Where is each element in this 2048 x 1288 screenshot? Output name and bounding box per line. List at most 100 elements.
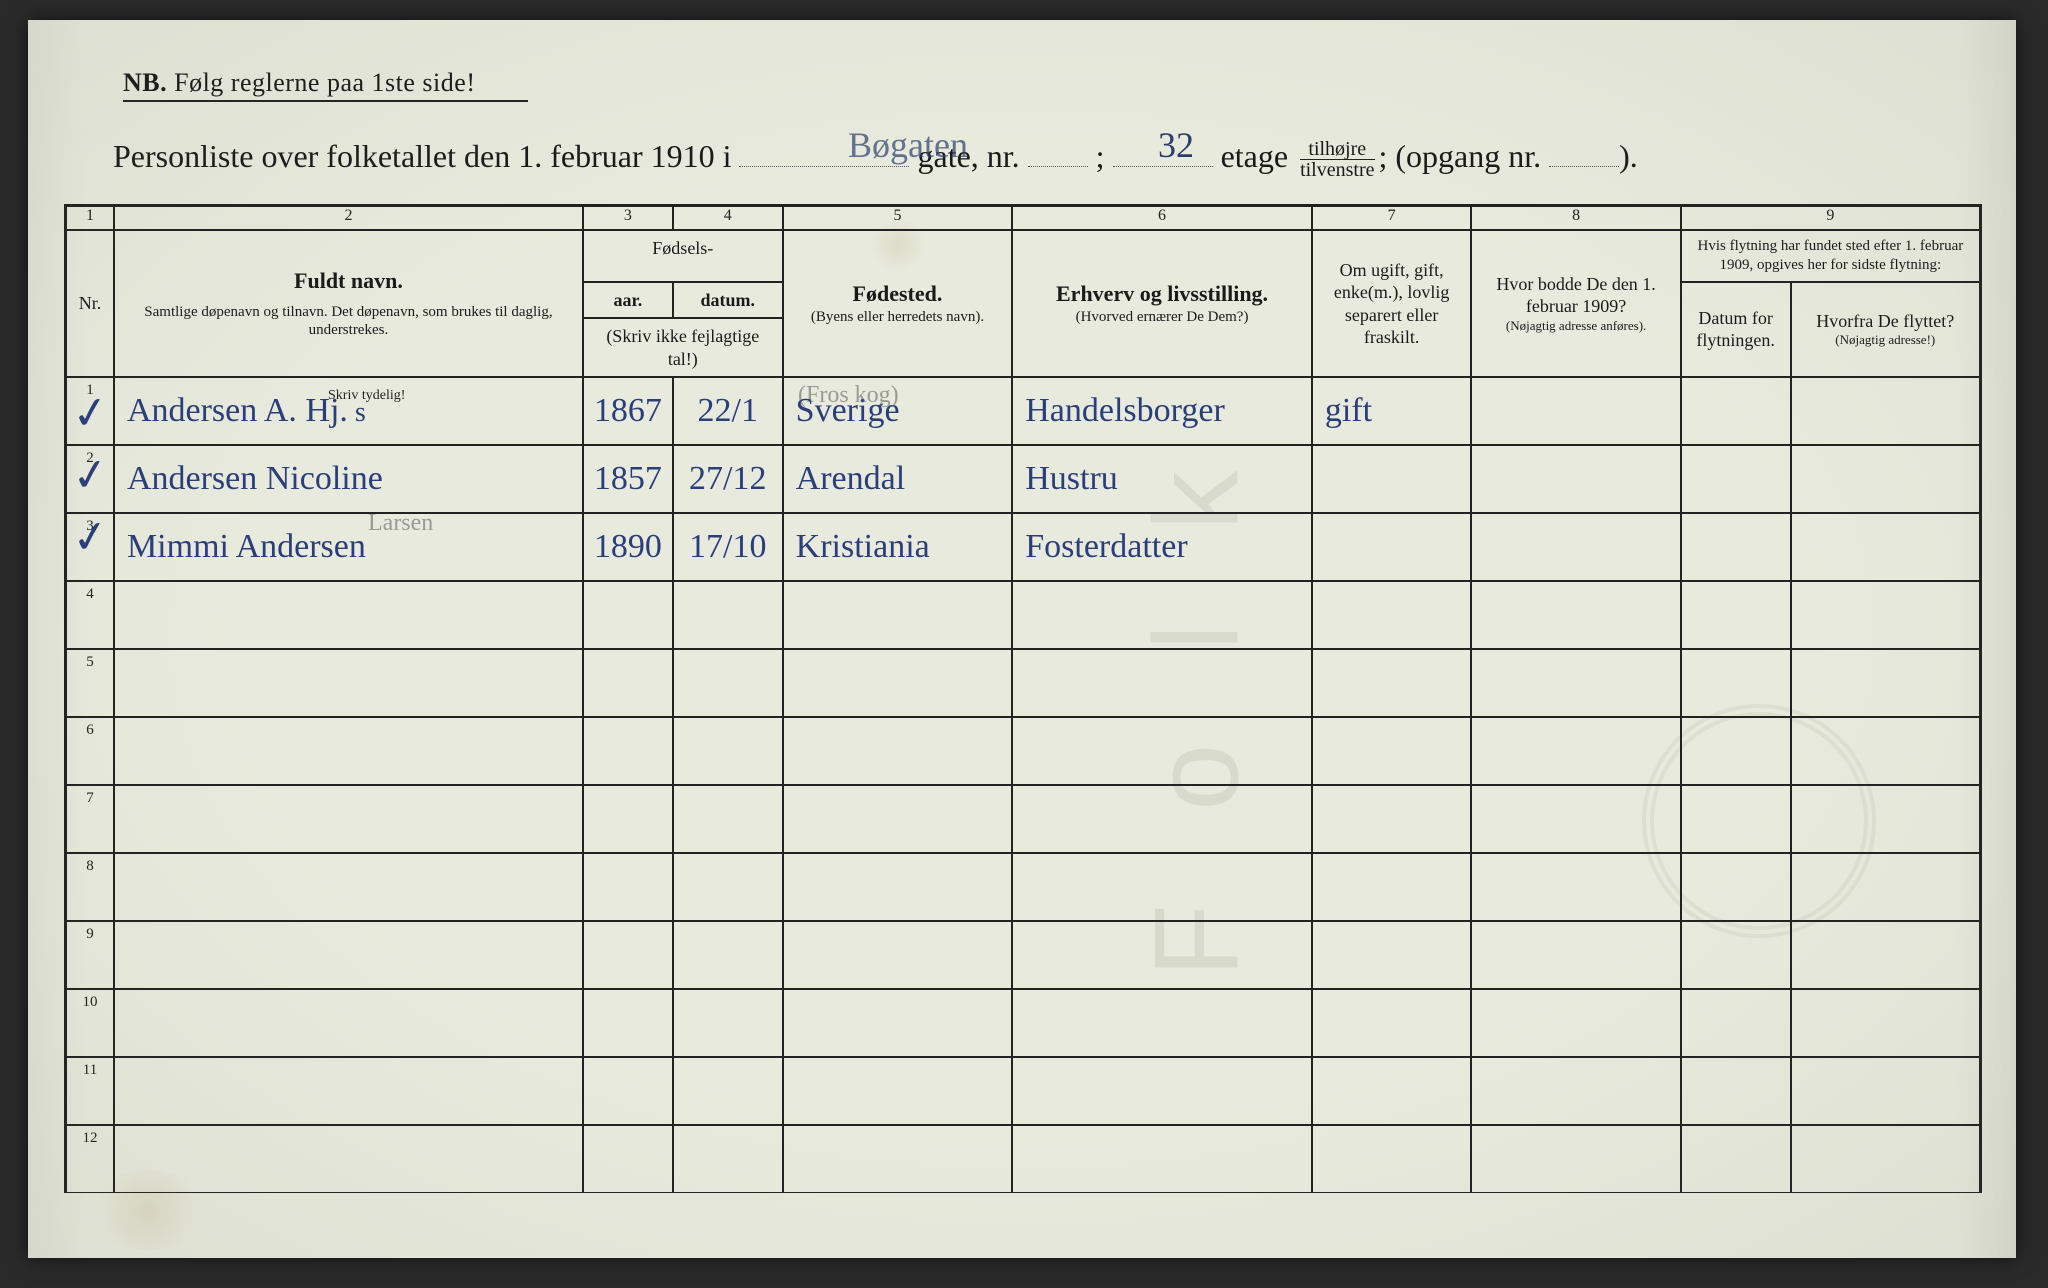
cell-empty (1471, 1057, 1680, 1125)
cell-empty (1681, 785, 1791, 853)
colnum: 7 (1312, 206, 1472, 230)
cell-empty (1681, 989, 1791, 1057)
cell-1909 (1471, 445, 1680, 513)
table-row-empty: 12 (66, 1125, 1980, 1193)
cell-empty (1312, 785, 1472, 853)
cell-empty (673, 1125, 783, 1193)
etage-label: etage (1221, 138, 1289, 174)
semicolon: ; (1096, 138, 1105, 174)
cell-empty (114, 1057, 583, 1125)
cell-flyt-datum (1681, 445, 1791, 513)
cell-empty (673, 717, 783, 785)
cell-empty (783, 785, 1013, 853)
table-row-empty: 6 (66, 717, 1980, 785)
cell-empty (783, 853, 1013, 921)
title-prefix: Personliste over folketallet den 1. febr… (113, 138, 731, 174)
cell-empty (783, 921, 1013, 989)
cell-marital: gift (1312, 377, 1472, 445)
cell-year: 1867 (583, 377, 673, 445)
cell-empty (114, 853, 583, 921)
cell-empty (1791, 921, 1980, 989)
cell-flyt-hvorfra (1791, 445, 1980, 513)
cell-empty (673, 921, 783, 989)
nb-instruction: NB. Følg reglerne paa 1ste side! (123, 68, 475, 98)
table-row: 2Andersen Nicoline185727/12ArendalHustru (66, 445, 1980, 513)
cell-nr: 8 (66, 853, 114, 921)
hdr-fodested: Fødested. (Byens eller herre­dets navn). (783, 230, 1013, 377)
cell-empty (583, 853, 673, 921)
cell-empty (1012, 989, 1312, 1057)
cell-year: 1857 (583, 445, 673, 513)
hdr-flyt-hvorfra: Hvorfra De flyttet? (Nøjagtig adresse!) (1791, 282, 1980, 378)
cell-marital (1312, 445, 1472, 513)
colnum: 9 (1681, 206, 1980, 230)
nr-handwritten: 32 (1158, 124, 1194, 166)
cell-nr: 9 (66, 921, 114, 989)
cell-empty (783, 581, 1013, 649)
cell-empty (1471, 921, 1680, 989)
header-row-1: Nr. Fuldt navn. Samtlige døpenavn og til… (66, 230, 1980, 282)
cell-empty (1471, 649, 1680, 717)
cell-empty (583, 717, 673, 785)
colnum: 5 (783, 206, 1013, 230)
cell-empty (1471, 989, 1680, 1057)
cell-empty (783, 1057, 1013, 1125)
cell-empty (114, 649, 583, 717)
hdr-erhverv-sub: (Hvorved ernærer De Dem?) (1021, 308, 1303, 327)
cell-empty (583, 989, 673, 1057)
colnum: 6 (1012, 206, 1312, 230)
hdr-datum: datum. (673, 282, 783, 319)
hdr-nr: Nr. (66, 230, 114, 377)
cell-empty (1791, 989, 1980, 1057)
cell-empty (1791, 581, 1980, 649)
hdr-erhverv-big: Erhverv og livsstilling. (1021, 280, 1303, 308)
cell-empty (1012, 649, 1312, 717)
cell-empty (1681, 921, 1791, 989)
cell-empty (1791, 717, 1980, 785)
opgang-blank (1549, 164, 1619, 167)
cell-flyt-hvorfra (1791, 513, 1980, 581)
hdr-fodested-big: Fødested. (792, 280, 1004, 308)
cell-date: 17/10 (673, 513, 783, 581)
cell-flyt-datum (1681, 377, 1791, 445)
hdr-name: Fuldt navn. Samtlige døpenavn og tilnavn… (114, 230, 583, 377)
cell-flyt-hvorfra (1791, 377, 1980, 445)
cell-empty (1012, 581, 1312, 649)
cell-marital (1312, 513, 1472, 581)
cell-empty (1312, 989, 1472, 1057)
cell-empty (1312, 921, 1472, 989)
cell-empty (1681, 649, 1791, 717)
cell-nr: 4 (66, 581, 114, 649)
margin-tick: ✓ (69, 386, 113, 442)
cell-empty (1312, 649, 1472, 717)
cell-empty (1471, 785, 1680, 853)
cell-place: Arendal (783, 445, 1013, 513)
pencil-larsen: Larsen (368, 510, 433, 537)
cell-nr: 10 (66, 989, 114, 1057)
cell-empty (1312, 717, 1472, 785)
cell-empty (114, 785, 583, 853)
cell-occupation: Fosterdatter (1012, 513, 1312, 581)
cell-name: Andersen Nicoline (114, 445, 583, 513)
colnum: 2 (114, 206, 583, 230)
frac-top: tilhøjre (1300, 139, 1374, 160)
cell-empty (1312, 581, 1472, 649)
cell-empty (1012, 921, 1312, 989)
cell-empty (783, 989, 1013, 1057)
cell-nr: 5 (66, 649, 114, 717)
cell-empty (1471, 1125, 1680, 1193)
hdr-1909-big: Hvor bodde De den 1. februar 1909? (1480, 273, 1671, 318)
hdr-name-sub: Samtlige døpenavn og tilnavn. Det døpena… (123, 303, 574, 341)
cell-empty (114, 921, 583, 989)
nb-underline (123, 100, 528, 102)
cell-1909 (1471, 377, 1680, 445)
close-paren: ). (1619, 138, 1638, 174)
cell-empty (1791, 1057, 1980, 1125)
cell-empty (673, 1057, 783, 1125)
table-row-empty: 7 (66, 785, 1980, 853)
cell-date: 22/1 (673, 377, 783, 445)
nb-label: NB. (123, 68, 167, 97)
cell-nr: 12 (66, 1125, 114, 1193)
cell-empty (1791, 785, 1980, 853)
cell-name: Mimmi Andersen (114, 513, 583, 581)
